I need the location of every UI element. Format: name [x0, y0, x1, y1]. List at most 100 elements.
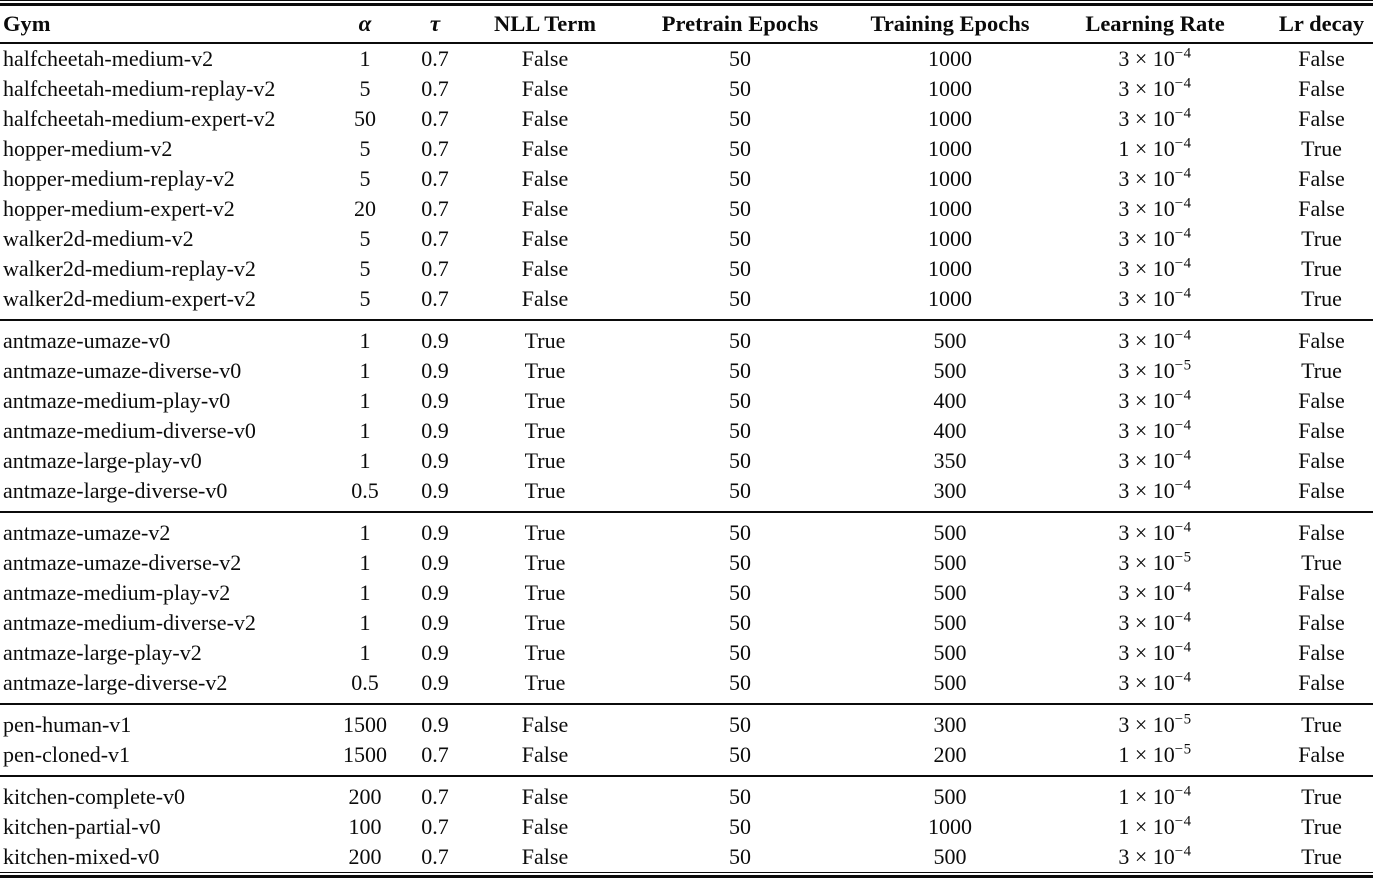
- learning-rate-exponent: −4: [1174, 105, 1192, 122]
- cell-alpha: 1: [359, 388, 371, 413]
- learning-rate-exponent: −4: [1174, 579, 1192, 596]
- cell-nll: True: [524, 448, 566, 473]
- learning-rate-exponent: −4: [1174, 639, 1192, 656]
- table-row: hopper-medium-replay-v2 5 0.7 False 50 1000 3 …: [0, 164, 1373, 194]
- cell-tau: 0.9: [421, 610, 449, 635]
- cell-gym: antmaze-medium-diverse-v2: [3, 610, 256, 635]
- table-row: antmaze-medium-play-v0 1 0.9 True 50 400 3 × 1…: [0, 386, 1373, 416]
- column-header-alpha: α: [330, 6, 400, 44]
- learning-rate-mantissa: 3 × 10: [1118, 844, 1175, 869]
- learning-rate-mantissa: 1 × 10: [1118, 742, 1175, 767]
- cell-train: 1000: [928, 226, 972, 251]
- cell-tau: 0.9: [421, 478, 449, 503]
- cell-lr: 3 × 10−4: [1040, 284, 1270, 320]
- cell-lrdecay: False: [1270, 319, 1373, 356]
- cell-alpha: 5: [359, 136, 371, 161]
- table-row: antmaze-large-play-v2 1 0.9 True 50 500 3 × 10…: [0, 638, 1373, 668]
- table-row: walker2d-medium-replay-v2 5 0.7 False 50 1000…: [0, 254, 1373, 284]
- cell-tau: 0.7: [421, 106, 449, 131]
- cell-pretrain: 50: [729, 106, 751, 131]
- cell-lr: 1 × 10−4: [1040, 775, 1270, 812]
- cell-lrdecay: True: [1270, 775, 1373, 812]
- cell-nll: True: [524, 580, 566, 605]
- learning-rate-mantissa: 3 × 10: [1118, 448, 1175, 473]
- cell-lrdecay: True: [1301, 136, 1342, 161]
- cell-gym: antmaze-umaze-diverse-v0: [3, 358, 242, 383]
- cell-gym: antmaze-large-play-v2: [3, 640, 202, 665]
- column-header-train: Training Epochs: [860, 6, 1040, 44]
- column-header-lrdecay: Lr decay: [1270, 6, 1373, 44]
- cell-lr: 3 × 10−4: [1040, 416, 1270, 446]
- cell-lrdecay: False: [1298, 640, 1345, 665]
- cell-pretrain: 50: [620, 319, 860, 356]
- cell-nll: False: [470, 775, 620, 812]
- cell-nll: True: [524, 478, 566, 503]
- cell-gym: hopper-medium-replay-v2: [3, 166, 235, 191]
- column-header-gym: Gym: [0, 6, 330, 44]
- cell-train: 500: [933, 844, 967, 869]
- cell-pretrain: 50: [620, 703, 860, 740]
- cell-gym: halfcheetah-medium-v2: [3, 46, 214, 71]
- cell-pretrain: 50: [729, 388, 751, 413]
- learning-rate-mantissa: 3 × 10: [1118, 550, 1175, 575]
- cell-tau: 0.7: [400, 775, 470, 812]
- cell-train: 500: [933, 610, 967, 635]
- cell-gym: halfcheetah-medium-replay-v2: [3, 76, 276, 101]
- cell-train: 400: [933, 418, 967, 443]
- learning-rate-exponent: −4: [1174, 447, 1192, 464]
- cell-lr: 3 × 10−4: [1040, 104, 1270, 134]
- table-row: antmaze-medium-diverse-v0 1 0.9 True 50 400 3 …: [0, 416, 1373, 446]
- cell-train: 200: [933, 742, 967, 767]
- cell-alpha: 1: [359, 580, 371, 605]
- cell-nll: True: [524, 358, 566, 383]
- cell-lrdecay: False: [1298, 106, 1345, 131]
- column-header-lr: Learning Rate: [1040, 6, 1270, 44]
- cell-pretrain: 50: [729, 670, 751, 695]
- cell-alpha: 200: [348, 844, 382, 869]
- cell-lr: 3 × 10−4: [1040, 319, 1270, 356]
- cell-nll: True: [524, 640, 566, 665]
- cell-pretrain: 50: [729, 478, 751, 503]
- cell-lr: 3 × 10−4: [1040, 842, 1270, 872]
- cell-train: 500: [933, 580, 967, 605]
- cell-gym: antmaze-medium-play-v2: [3, 580, 231, 605]
- table-row: kitchen-partial-v0 100 0.7 False 50 1000 1 × 1…: [0, 812, 1373, 842]
- cell-alpha: 1: [359, 640, 371, 665]
- cell-pretrain: 50: [729, 196, 751, 221]
- cell-pretrain: 50: [729, 550, 751, 575]
- cell-tau: 0.7: [421, 256, 449, 281]
- cell-train: 1000: [928, 46, 972, 71]
- cell-tau: 0.9: [400, 703, 470, 740]
- cell-lr: 1 × 10−5: [1040, 740, 1270, 776]
- cell-gym: walker2d-medium-replay-v2: [3, 256, 256, 281]
- learning-rate-mantissa: 1 × 10: [1118, 814, 1175, 839]
- table-body: halfcheetah-medium-v2 1 0.7 False 50 1000 3 × …: [0, 43, 1373, 872]
- cell-train: 500: [933, 550, 967, 575]
- learning-rate-exponent: −4: [1174, 135, 1192, 152]
- cell-lrdecay: False: [1298, 742, 1345, 767]
- cell-lrdecay: False: [1298, 580, 1345, 605]
- learning-rate-mantissa: 3 × 10: [1118, 328, 1175, 353]
- learning-rate-exponent: −4: [1174, 225, 1192, 242]
- cell-tau: 0.9: [421, 448, 449, 473]
- cell-gym: pen-cloned-v1: [3, 742, 131, 767]
- cell-tau: 0.7: [421, 814, 449, 839]
- learning-rate-mantissa: 3 × 10: [1118, 256, 1175, 281]
- cell-alpha: 5: [359, 256, 371, 281]
- table-row: kitchen-complete-v0 200 0.7 False 50 500 1 × 1…: [0, 775, 1373, 812]
- table-row: antmaze-large-diverse-v0 0.5 0.9 True 50 300 3…: [0, 476, 1373, 512]
- cell-nll: False: [521, 106, 569, 131]
- cell-alpha: 5: [359, 286, 371, 311]
- table-row: antmaze-umaze-v0 1 0.9 True 50 500 3 × 10−4 Fal…: [0, 319, 1373, 356]
- cell-alpha: 200: [330, 775, 400, 812]
- column-header-pretrain: Pretrain Epochs: [620, 6, 860, 44]
- cell-nll: True: [524, 388, 566, 413]
- cell-nll: False: [521, 196, 569, 221]
- table-row: pen-human-v1 1500 0.9 False 50 300 3 × 10−5 Tru…: [0, 703, 1373, 740]
- cell-pretrain: 50: [729, 580, 751, 605]
- table-row: antmaze-medium-diverse-v2 1 0.9 True 50 500 3 …: [0, 608, 1373, 638]
- cell-pretrain: 50: [729, 136, 751, 161]
- cell-alpha: 1: [330, 511, 400, 548]
- cell-tau: 0.7: [421, 226, 449, 251]
